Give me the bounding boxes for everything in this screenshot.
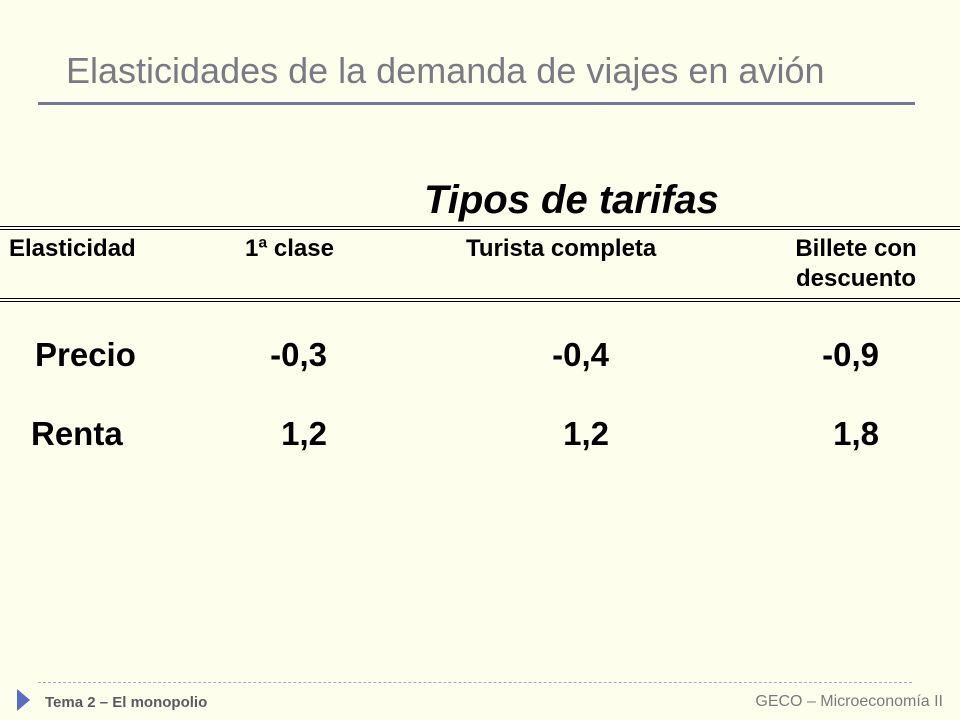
column-header-discount-ticket: Billete con descuento — [795, 235, 917, 292]
table-top-rule — [0, 226, 960, 230]
column-header-first-class: 1ª clase — [245, 235, 334, 262]
cell-price-first-class: -0,3 — [270, 336, 327, 373]
cell-income-full-tourist: 1,2 — [563, 415, 609, 452]
table-header-rule — [0, 298, 960, 302]
row-label-income: Renta — [31, 415, 123, 452]
column-header-elasticity: Elasticidad — [9, 235, 136, 262]
table-heading: Tipos de tarifas — [424, 178, 719, 222]
title-underline — [38, 102, 915, 105]
footer-course: GECO – Microeconomía II — [755, 693, 943, 710]
cell-price-full-tourist: -0,4 — [552, 336, 609, 373]
cell-income-discount: 1,8 — [833, 415, 879, 452]
slide-title: Elasticidades de la demanda de viajes en… — [66, 50, 825, 91]
triangle-right-icon — [17, 689, 30, 711]
footer-topic: Tema 2 – El monopolio — [45, 694, 208, 711]
cell-income-first-class: 1,2 — [281, 415, 327, 452]
column-header-full-tourist: Turista completa — [466, 235, 657, 262]
footer-divider — [38, 682, 912, 683]
cell-price-discount: -0,9 — [822, 336, 879, 373]
row-label-price: Precio — [35, 336, 136, 373]
